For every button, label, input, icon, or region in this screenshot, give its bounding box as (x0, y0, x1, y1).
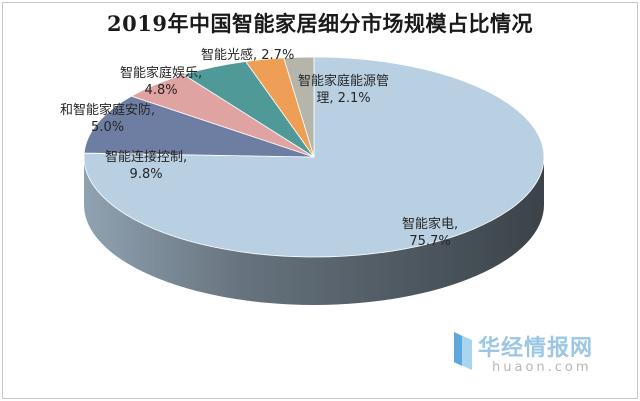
label-connection-control-value: 9.8% (129, 167, 163, 182)
slice-side-smart-appliance (84, 157, 544, 305)
label-home-security-value: 5.0% (91, 120, 125, 135)
label-light-sensing-name: 智能光感, (201, 48, 258, 63)
label-home-entertainment-value: 4.8% (144, 83, 178, 98)
watermark-name: 华经情报网 (478, 336, 594, 361)
label-energy-management-value: 理, 2.1% (316, 91, 371, 106)
label-home-security-name: 和智能家庭安防, (60, 103, 156, 118)
label-connection-control: 智能连接控制, 9.8% (105, 149, 187, 183)
label-home-entertainment: 智能家庭娱乐, 4.8% (120, 65, 202, 99)
label-smart-appliance-name: 智能家电, (402, 217, 459, 232)
label-energy-management: 智能家庭能源管 理, 2.1% (298, 73, 389, 107)
label-connection-control-name: 智能连接控制, (105, 150, 188, 165)
label-smart-appliance: 智能家电, 75.7% (402, 216, 458, 250)
label-energy-management-name: 智能家庭能源管 (298, 74, 390, 89)
slice-connection-control (83, 95, 315, 158)
huaon-logo-icon (454, 332, 472, 370)
label-smart-appliance-value: 75.7% (409, 234, 451, 249)
label-home-security: 和智能家庭安防, 5.0% (60, 102, 155, 136)
label-light-sensing-text: 智能光感, 2.7% (201, 47, 294, 64)
watermark-url: huaon.com (492, 360, 592, 375)
label-light-sensing-value: 2.7% (261, 48, 295, 63)
label-light-sensing: 智能光感, 2.7% (201, 47, 294, 64)
label-home-entertainment-name: 智能家庭娱乐, (120, 66, 203, 81)
slice-energy-management (283, 56, 315, 158)
chart-title: 2019年中国智能家居细分市场规模占比情况 (107, 11, 533, 36)
